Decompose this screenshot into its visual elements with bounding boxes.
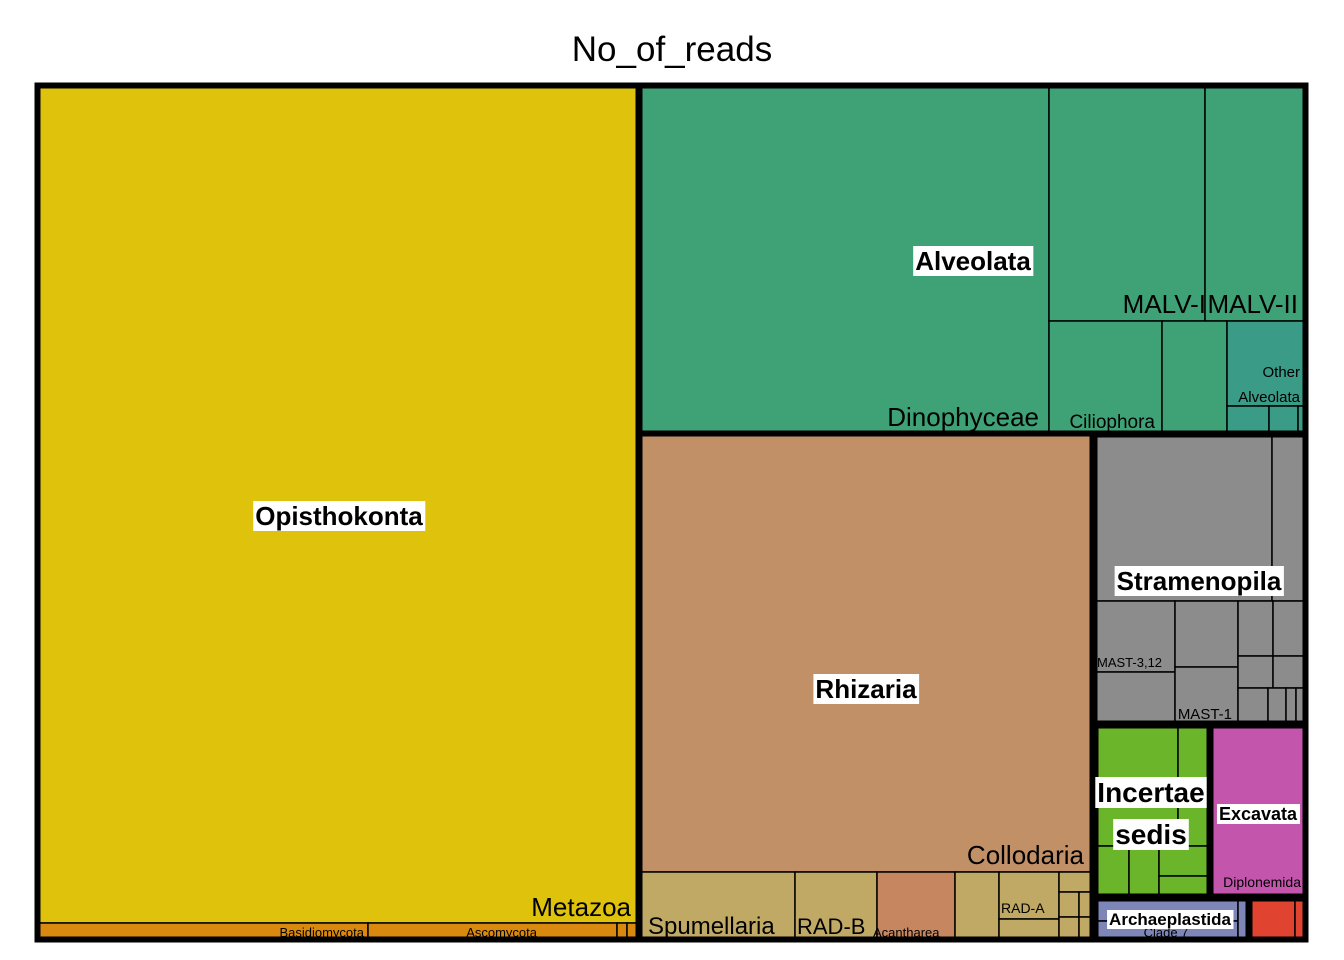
cell-stram-7 [1237,655,1274,689]
cell-rhizaria-small-6 [1058,916,1080,940]
label-ciliophora: Ciliophora [1069,412,1155,433]
cell-stram-10 [1267,687,1287,724]
label-collodaria: Collodaria [967,840,1085,870]
group-label-incertae-1: Incertae [1097,777,1204,808]
group-label-incertae-1-bg [1095,777,1207,808]
group-label-opisthokonta: Opisthokonta [255,501,423,531]
label-diplonemida: Diplonemida [1223,874,1301,890]
cell-stram-3 [1094,600,1176,673]
group-label-excavata-bg [1216,804,1301,824]
group-label-alveolata-bg [913,246,1034,276]
label-dinophyceae: Dinophyceae [887,402,1039,432]
cell-alveolata-other-1 [1161,320,1228,434]
cell-red-1 [1249,898,1296,940]
label-mast-1: MAST-1 [1178,706,1232,723]
group-label-incertae-2-bg [1113,819,1189,850]
cell-stram-5 [1237,600,1274,657]
cell-acantharea [876,871,956,940]
group-label-stramenopila: Stramenopila [1117,566,1282,596]
cell-other-alveolata-2 [1226,405,1270,434]
cell-incertae-6 [1158,875,1210,897]
group-label-rhizaria-bg [813,674,920,704]
label-basidiomycota: Basidiomycota [279,925,364,940]
cell-incertae-5 [1158,845,1210,877]
cell-incertae-4 [1128,845,1160,897]
cell-other-alveolata-3 [1268,405,1299,434]
cell-rhizaria-small-2 [998,918,1060,940]
cell-stram-9 [1237,687,1269,724]
label-metazoa: Metazoa [531,892,631,922]
group-label-archaeplastida-bg [1107,910,1234,929]
cell-rhizaria-small-3 [1058,871,1093,893]
label-malv-i: MALV-I [1123,289,1206,319]
label-spumellaria: Spumellaria [648,913,775,940]
label-other-alveolata-2: Alveolata [1238,389,1300,406]
label-malv-ii: MALV-II [1207,289,1298,319]
cell-collodaria [639,433,1093,873]
group-label-archaeplastida: Archaeplastida [1109,910,1231,929]
frame-outer [34,82,1309,943]
cell-stram-4 [1174,600,1239,668]
group-label-excavata: Excavata [1219,804,1298,824]
cell-malv-i [1048,85,1206,322]
group-label-alveolata: Alveolata [915,246,1031,276]
cell-rad-a [998,871,1060,920]
cell-stram-6 [1272,600,1306,657]
cell-mast-3-12 [1094,671,1176,724]
cell-rad-b [794,871,878,940]
cell-malv-ii [1204,85,1306,322]
group-label-opisthokonta-bg [253,501,426,531]
cell-stram-8 [1272,655,1306,689]
label-ascomycota: Ascomycota [466,925,538,940]
cell-incertae-3 [1095,845,1130,897]
group-label-rhizaria: Rhizaria [815,674,917,704]
label-other-alveolata-1: Other [1262,364,1300,381]
label-rad-a: RAD-A [1001,900,1045,916]
cell-rhizaria-small-4 [1058,891,1080,918]
label-mast-3-12: MAST-3,12 [1097,655,1162,670]
chart-title: No_of_reads [571,30,773,69]
group-label-incertae-2: sedis [1115,819,1187,850]
group-label-stramenopila-bg [1114,566,1284,596]
cell-stram-11 [1285,687,1297,724]
label-rad-b: RAD-B [797,914,865,939]
cell-rhizaria-small-1 [954,871,1000,940]
label-acantharea: Acantharea [873,925,940,940]
